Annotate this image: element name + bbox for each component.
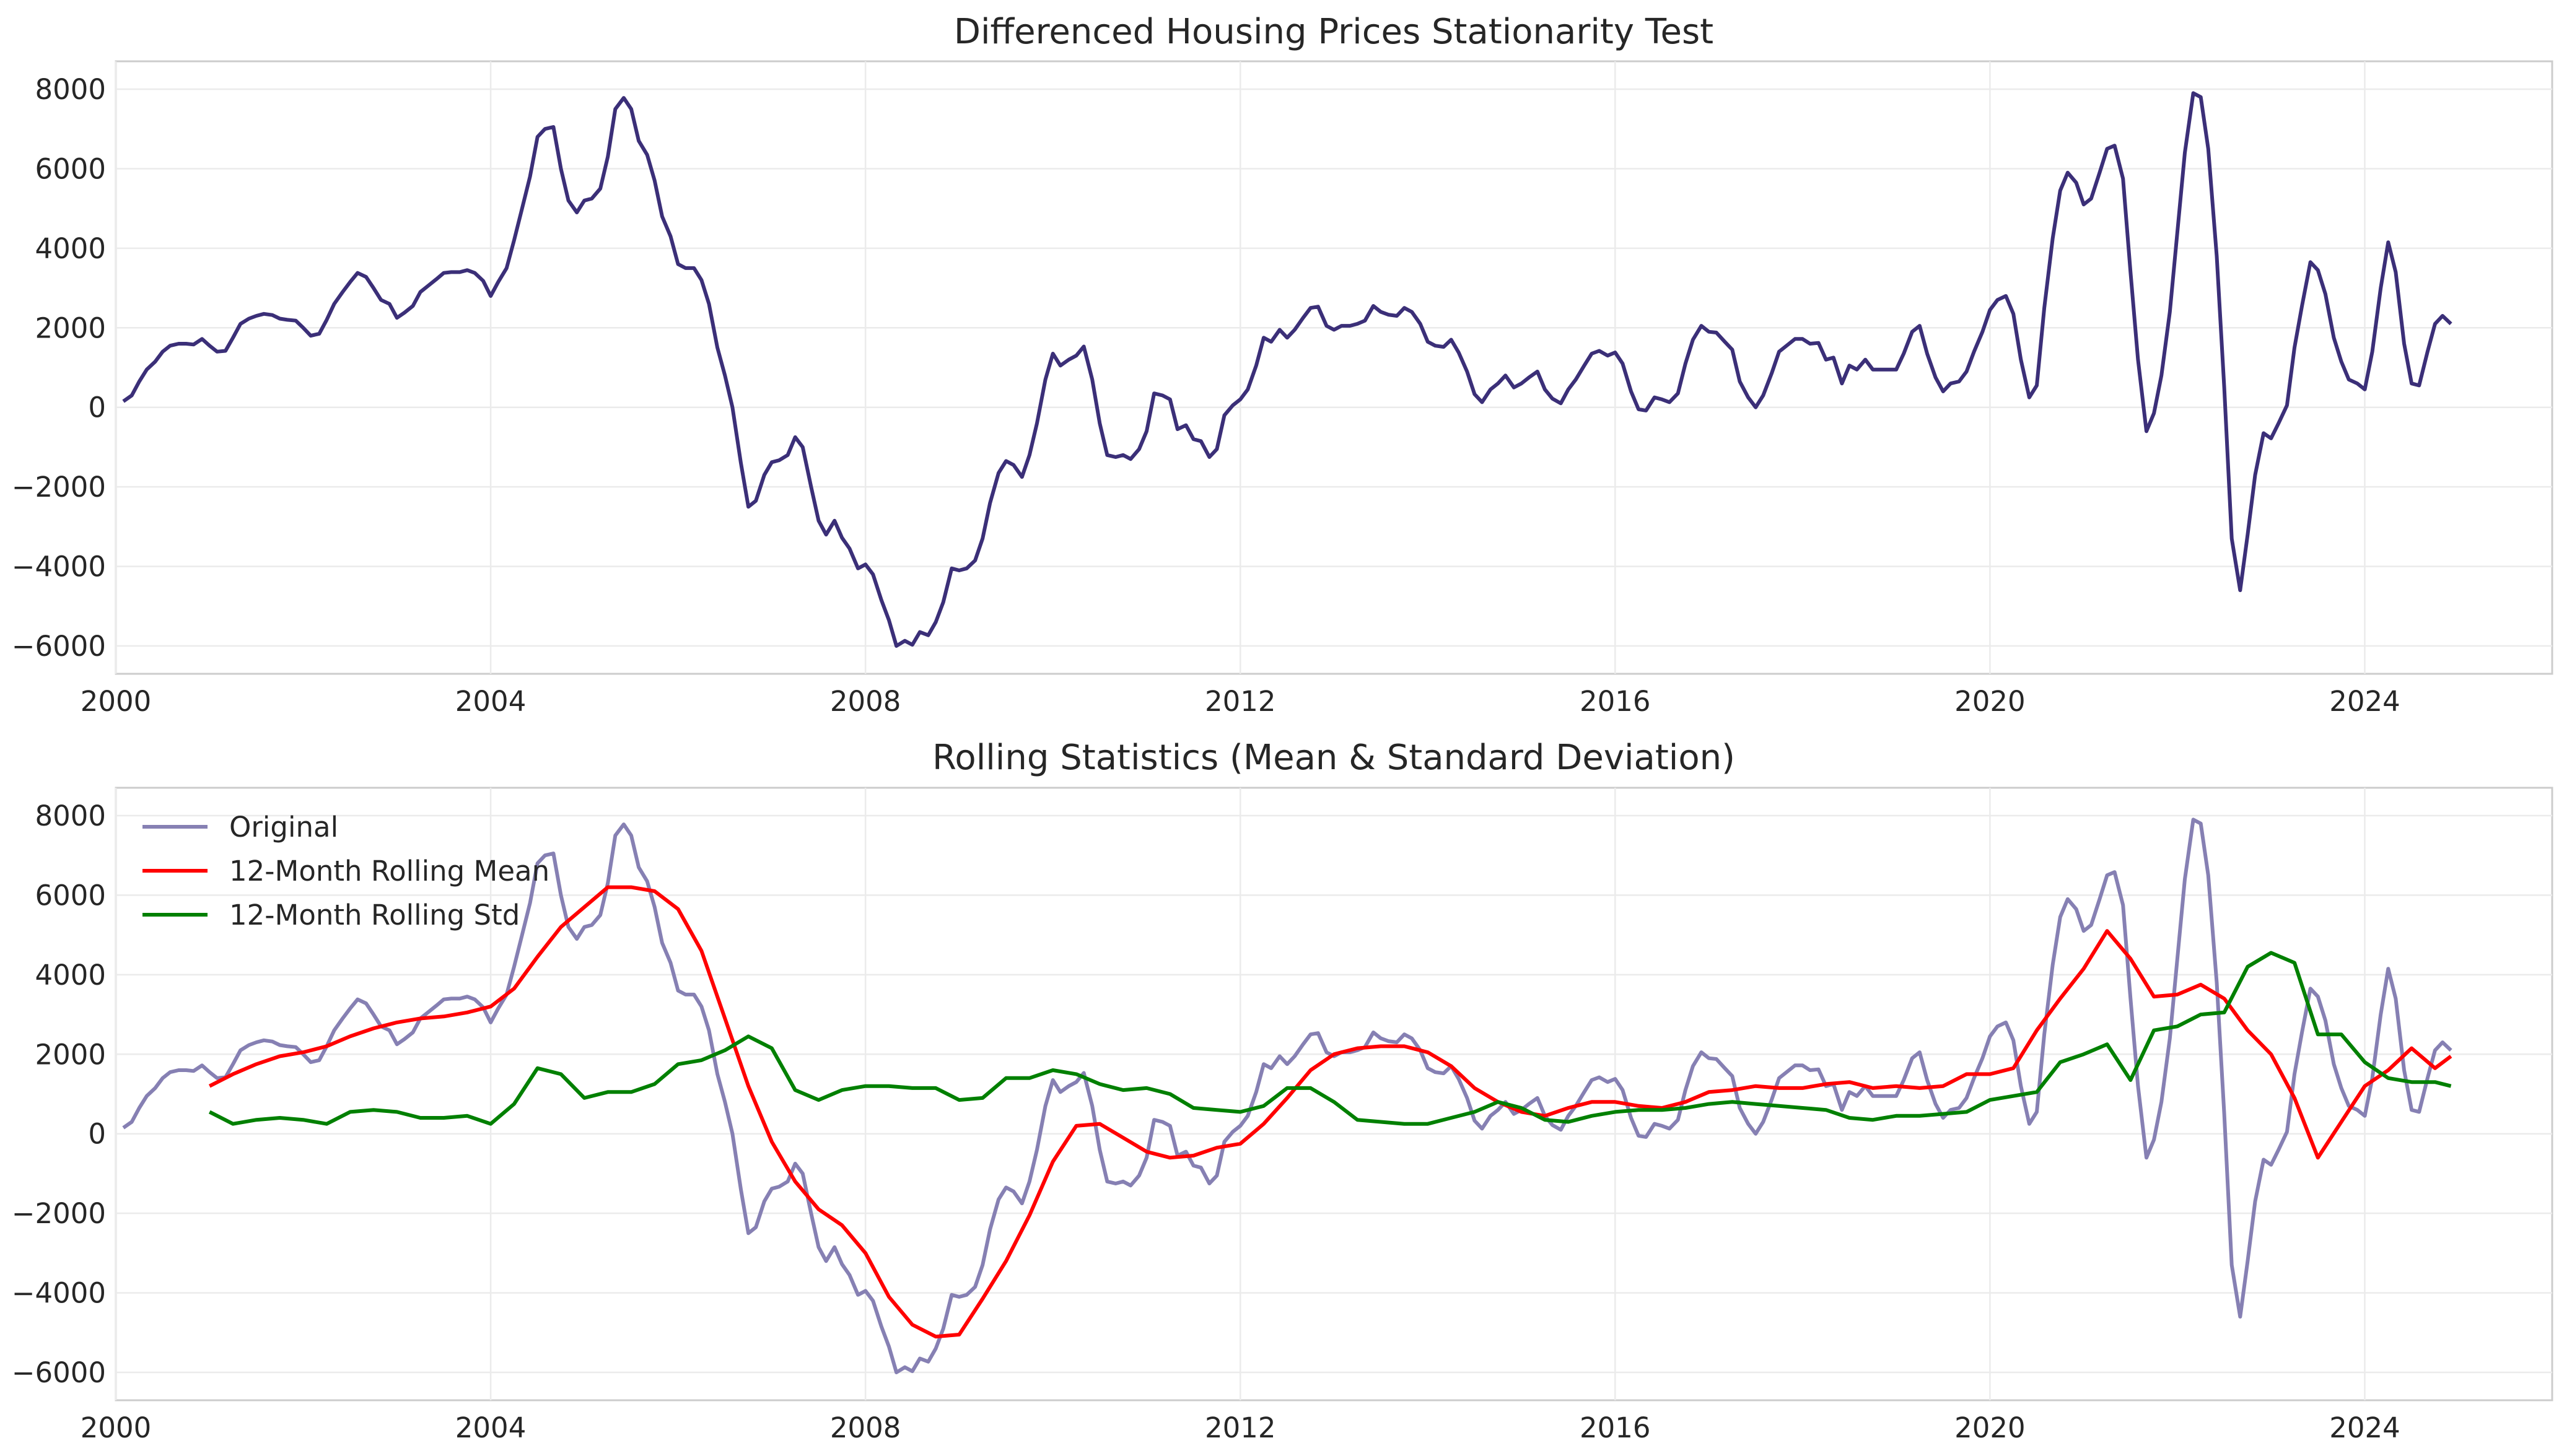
y-tick-label: 2000: [35, 312, 106, 344]
y-tick-label: −6000: [12, 1356, 106, 1389]
y-tick-label: 8000: [35, 800, 106, 832]
y-tick-label: −2000: [12, 471, 106, 503]
legend-label-rolling-mean: 12-Month Rolling Mean: [229, 855, 549, 887]
bottom-panel: Rolling Statistics (Mean & Standard Devi…: [12, 738, 2553, 1444]
bottom-x-tick-labels: 2000 2004 2008 2012 2016 2020 2024: [81, 1411, 2400, 1444]
bottom-x-grid: [115, 788, 2366, 1400]
x-tick-label: 2008: [830, 1411, 901, 1444]
x-tick-label: 2000: [81, 685, 152, 718]
x-tick-label: 2008: [830, 685, 901, 718]
y-tick-label: −4000: [12, 551, 106, 583]
y-tick-label: 4000: [35, 232, 106, 265]
x-tick-label: 2020: [1954, 1411, 2026, 1444]
x-tick-label: 2004: [455, 685, 527, 718]
legend-item-rolling-mean: 12-Month Rolling Mean: [142, 855, 549, 887]
rolling-std-series-line: [208, 951, 2452, 1126]
legend: Original 12-Month Rolling Mean 12-Month …: [142, 811, 549, 931]
y-tick-label: 8000: [35, 73, 106, 106]
y-tick-label: 0: [88, 1118, 106, 1151]
legend-label-original: Original: [229, 811, 338, 844]
x-tick-label: 2024: [2329, 685, 2400, 718]
x-tick-label: 2000: [81, 1411, 152, 1444]
x-tick-label: 2016: [1580, 685, 1651, 718]
top-y-tick-labels: −6000 −4000 −2000 0 2000 4000 6000 8000: [12, 73, 106, 663]
y-tick-label: 0: [88, 391, 106, 424]
differenced-price-line: [122, 91, 2452, 648]
original-series-line: [122, 817, 2452, 1374]
top-panel: Differenced Housing Prices Stationarity …: [12, 12, 2553, 718]
y-tick-label: 4000: [35, 959, 106, 992]
legend-label-rolling-std: 12-Month Rolling Std: [229, 899, 520, 931]
bottom-chart-title: Rolling Statistics (Mean & Standard Devi…: [932, 738, 1735, 778]
top-x-grid: [115, 61, 2366, 674]
x-tick-label: 2024: [2329, 1411, 2400, 1444]
x-tick-label: 2004: [455, 1411, 527, 1444]
rolling-mean-series-line: [208, 885, 2452, 1339]
bottom-y-grid: [116, 814, 2552, 1374]
x-tick-label: 2020: [1954, 685, 2026, 718]
legend-item-rolling-std: 12-Month Rolling Std: [142, 899, 520, 931]
top-plot-area: [115, 60, 2553, 675]
top-chart-title: Differenced Housing Prices Stationarity …: [954, 12, 1713, 52]
y-tick-label: −4000: [12, 1277, 106, 1310]
top-y-grid: [116, 88, 2552, 647]
bottom-y-tick-labels: −6000 −4000 −2000 0 2000 4000 6000 8000: [12, 800, 106, 1389]
y-tick-label: 6000: [35, 879, 106, 912]
y-tick-label: 2000: [35, 1038, 106, 1071]
x-tick-label: 2016: [1580, 1411, 1651, 1444]
top-x-tick-labels: 2000 2004 2008 2012 2016 2020 2024: [81, 685, 2400, 718]
x-tick-label: 2012: [1205, 685, 1276, 718]
y-tick-label: 6000: [35, 152, 106, 185]
x-tick-label: 2012: [1205, 1411, 1276, 1444]
y-tick-label: −2000: [12, 1197, 106, 1230]
y-tick-label: −6000: [12, 630, 106, 663]
legend-item-original: Original: [142, 811, 338, 844]
